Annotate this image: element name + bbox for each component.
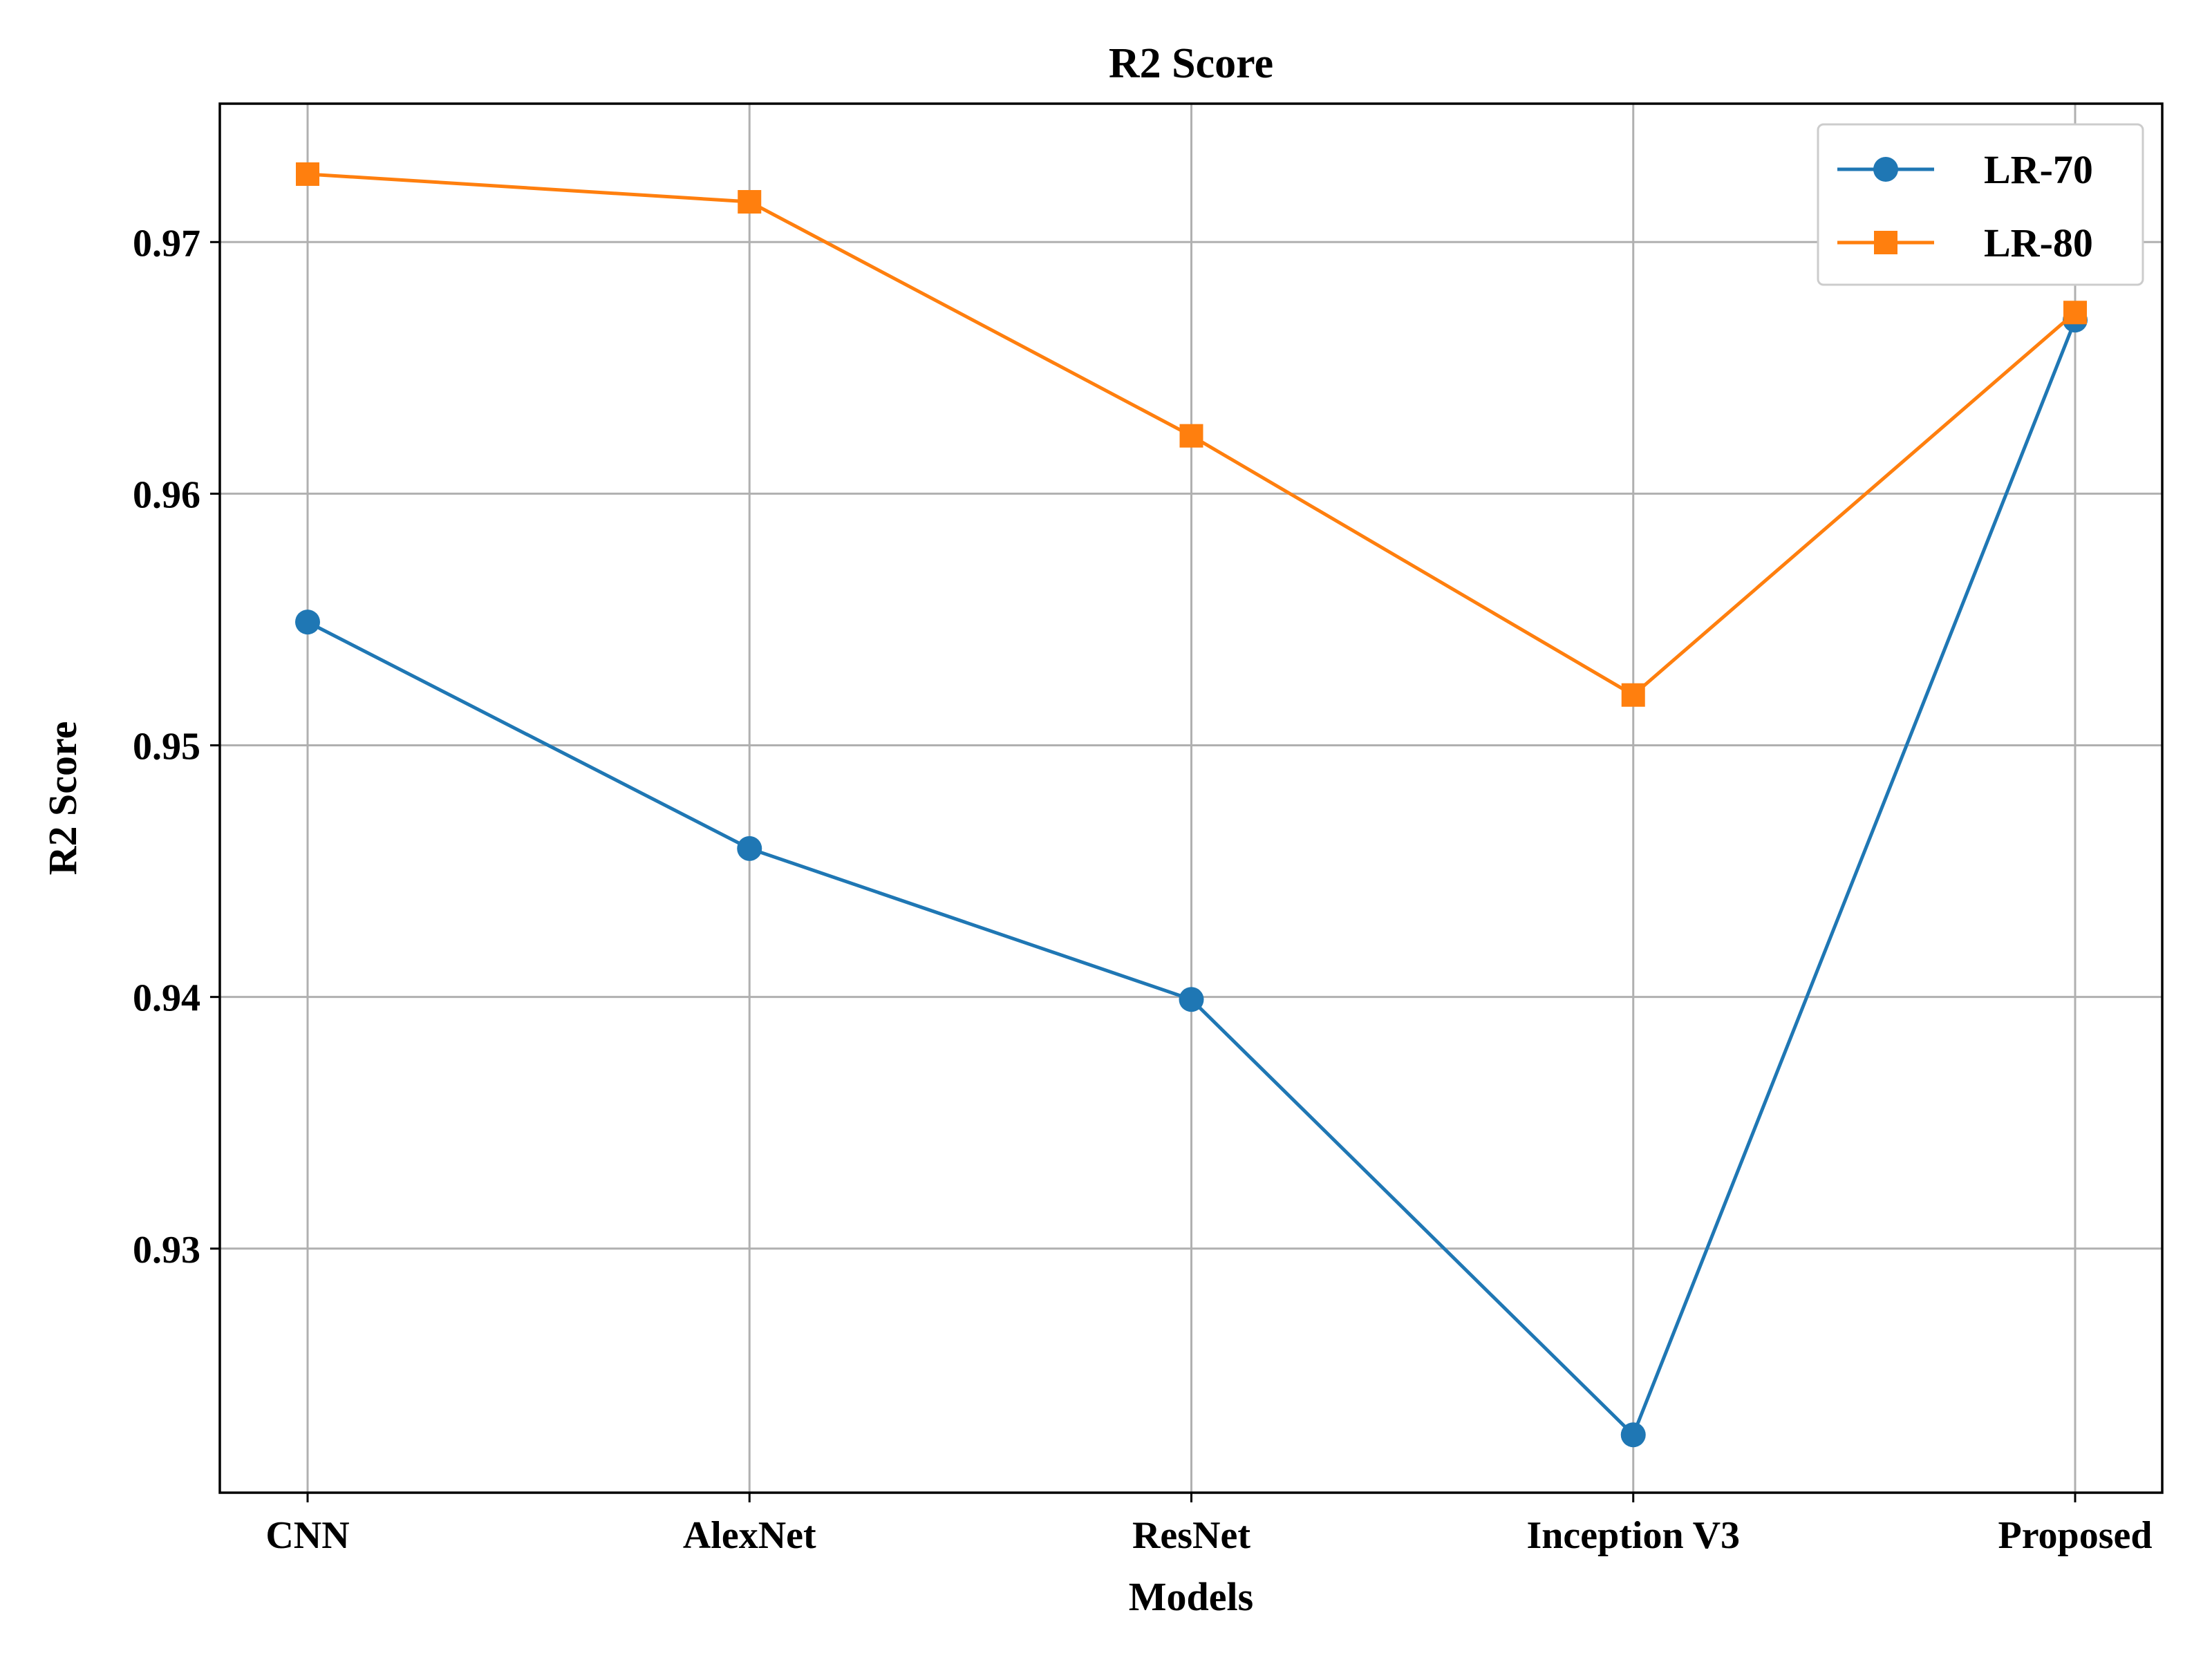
y-tick-label: 0.97	[133, 222, 200, 265]
x-tick-label: Inception V3	[1526, 1514, 1740, 1557]
data-point-marker	[1620, 1422, 1646, 1448]
data-point-marker	[738, 190, 762, 214]
data-point-marker	[1179, 424, 1203, 448]
y-tick-label: 0.95	[133, 726, 200, 768]
legend-label: LR-70	[1984, 147, 2093, 192]
chart-title: R2 Score	[1109, 40, 1273, 87]
data-point-marker	[737, 835, 762, 861]
legend-label: LR-80	[1984, 220, 2093, 265]
y-tick-label: 0.94	[133, 977, 200, 1020]
x-tick-label: Proposed	[1998, 1514, 2153, 1557]
x-axis-label: Models	[1129, 1574, 1253, 1619]
y-tick-label: 0.93	[133, 1229, 200, 1272]
tick-layer: CNN AlexNet ResNet Inception V3 Proposed 0.93…	[133, 222, 2153, 1557]
y-axis-label: R2 Score	[40, 721, 85, 876]
data-point-marker	[295, 610, 320, 635]
grid-layer	[220, 104, 2162, 1493]
series-lr-80	[296, 162, 2087, 707]
data-point-marker	[1179, 987, 1204, 1012]
legend-item-lr-70: LR-70	[1837, 147, 2093, 192]
legend: LR-70 LR-80	[1817, 123, 2144, 286]
legend-item-lr-80: LR-80	[1837, 220, 2093, 265]
data-point-marker	[2063, 301, 2087, 325]
legend-marker	[1873, 157, 1898, 182]
series-layer	[295, 162, 2088, 1448]
legend-marker	[1874, 231, 1897, 254]
data-point-marker	[1621, 683, 1645, 707]
x-tick-label: CNN	[265, 1514, 349, 1557]
legend-box	[1817, 123, 2144, 286]
x-tick-label: AlexNet	[683, 1514, 816, 1557]
data-point-marker	[296, 162, 319, 186]
y-tick-label: 0.96	[133, 473, 200, 516]
series-lr-70	[295, 308, 2088, 1448]
x-tick-label: ResNet	[1132, 1514, 1250, 1557]
